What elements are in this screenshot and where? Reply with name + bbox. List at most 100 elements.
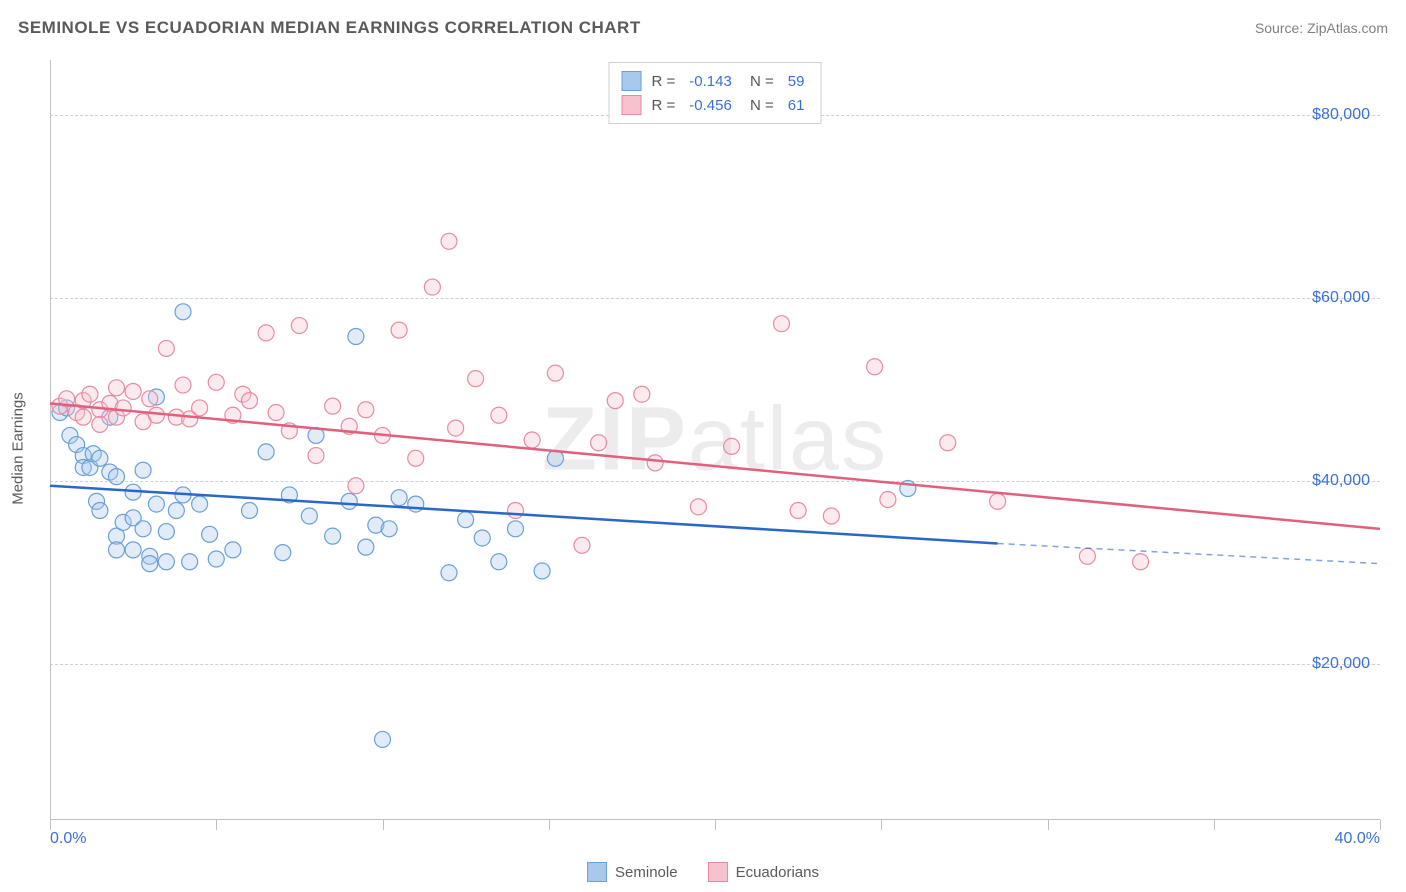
scatter-point — [148, 496, 164, 512]
stats-n-value: 59 — [788, 73, 805, 90]
scatter-point — [92, 450, 108, 466]
scatter-point — [208, 374, 224, 390]
scatter-point — [441, 565, 457, 581]
scatter-point — [491, 407, 507, 423]
scatter-point — [724, 438, 740, 454]
scatter-point — [940, 435, 956, 451]
chart-title: SEMINOLE VS ECUADORIAN MEDIAN EARNINGS C… — [18, 18, 641, 38]
legend-swatch — [708, 862, 728, 882]
scatter-point — [1133, 554, 1149, 570]
scatter-point — [358, 402, 374, 418]
scatter-point — [82, 386, 98, 402]
x-tick-label: 0.0% — [50, 830, 86, 848]
stats-r-label: R = — [652, 73, 676, 90]
scatter-point — [75, 409, 91, 425]
scatter-point — [574, 537, 590, 553]
stats-legend-row: R =-0.143 N =59 — [622, 69, 809, 93]
scatter-point — [182, 554, 198, 570]
legend-swatch — [622, 95, 642, 115]
scatter-point — [208, 551, 224, 567]
scatter-point — [142, 391, 158, 407]
scatter-point — [301, 508, 317, 524]
scatter-point — [202, 526, 218, 542]
stats-legend: R =-0.143 N =59R =-0.456 N =61 — [609, 62, 822, 124]
stats-legend-row: R =-0.456 N =61 — [622, 93, 809, 117]
scatter-point — [823, 508, 839, 524]
scatter-point — [591, 435, 607, 451]
scatter-point — [607, 393, 623, 409]
x-tick-mark — [549, 820, 550, 830]
legend-item: Seminole — [587, 862, 678, 882]
scatter-point — [491, 554, 507, 570]
scatter-point — [468, 371, 484, 387]
chart-plot-area: ZIPatlas R =-0.143 N =59R =-0.456 N =61 … — [50, 60, 1380, 820]
scatter-point — [391, 490, 407, 506]
scatter-point — [92, 416, 108, 432]
stats-n-value: 61 — [788, 97, 805, 114]
scatter-point — [135, 521, 151, 537]
scatter-point — [458, 512, 474, 528]
scatter-point — [135, 462, 151, 478]
scatter-point — [192, 496, 208, 512]
scatter-point — [990, 493, 1006, 509]
scatter-point — [375, 731, 391, 747]
scatter-point — [168, 503, 184, 519]
scatter-point — [391, 322, 407, 338]
stats-r-value: -0.456 — [689, 97, 732, 114]
scatter-point — [634, 386, 650, 402]
scatter-point — [158, 554, 174, 570]
scatter-point — [258, 325, 274, 341]
scatter-point — [424, 279, 440, 295]
scatter-point — [109, 469, 125, 485]
scatter-point — [1079, 548, 1095, 564]
scatter-point — [125, 542, 141, 558]
scatter-point — [142, 556, 158, 572]
scatter-point — [341, 493, 357, 509]
x-tick-mark — [1380, 820, 1381, 830]
stats-n-label: N = — [746, 97, 774, 114]
x-tick-mark — [383, 820, 384, 830]
scatter-point — [115, 400, 131, 416]
y-tick-label: $60,000 — [1312, 289, 1370, 307]
x-tick-mark — [1214, 820, 1215, 830]
scatter-point — [109, 542, 125, 558]
scatter-point — [148, 407, 164, 423]
scatter-point — [880, 492, 896, 508]
scatter-point — [325, 398, 341, 414]
scatter-point — [225, 542, 241, 558]
scatter-point — [547, 365, 563, 381]
scatter-point — [790, 503, 806, 519]
scatter-point — [175, 377, 191, 393]
scatter-point — [242, 393, 258, 409]
scatter-point — [308, 448, 324, 464]
scatter-point — [158, 340, 174, 356]
scatter-point — [774, 316, 790, 332]
scatter-point — [125, 383, 141, 399]
scatter-point — [258, 444, 274, 460]
scatter-point — [448, 420, 464, 436]
scatter-point — [647, 455, 663, 471]
source-label: Source: ZipAtlas.com — [1255, 20, 1388, 36]
trend-line — [50, 486, 998, 544]
legend-item: Ecuadorians — [708, 862, 819, 882]
scatter-point — [325, 528, 341, 544]
y-tick-label: $80,000 — [1312, 106, 1370, 124]
scatter-point — [690, 499, 706, 515]
x-tick-mark — [1048, 820, 1049, 830]
scatter-point — [348, 329, 364, 345]
legend-swatch — [622, 71, 642, 91]
stats-r-value: -0.143 — [689, 73, 732, 90]
y-axis-label: Median Earnings — [10, 392, 27, 505]
scatter-point — [441, 233, 457, 249]
scatter-point — [867, 359, 883, 375]
y-tick-label: $40,000 — [1312, 472, 1370, 490]
x-tick-mark — [50, 820, 51, 830]
scatter-point — [408, 450, 424, 466]
x-tick-mark — [715, 820, 716, 830]
scatter-point — [508, 521, 524, 537]
scatter-point — [408, 496, 424, 512]
scatter-point — [534, 563, 550, 579]
scatter-point — [268, 405, 284, 421]
legend-label: Ecuadorians — [736, 864, 819, 881]
scatter-point — [358, 539, 374, 555]
